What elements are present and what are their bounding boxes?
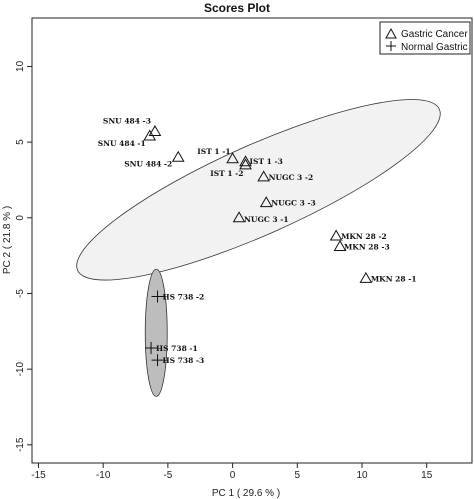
triangle-marker (329, 229, 343, 241)
plot-frame (31, 17, 473, 464)
plus-marker (145, 341, 158, 354)
data-points: SNU 484 -3 SNU 484 -1 SNU 484 -2 IST 1 -1 IS… (98, 117, 417, 367)
point-label: MKN 28 -1 (371, 274, 417, 283)
triangle-marker (148, 125, 162, 137)
chart-title: Scores Plot (204, 1, 270, 15)
point-label: NUGC 3 -2 (269, 173, 314, 182)
legend-triangle-marker (385, 27, 397, 39)
plus-marker (151, 290, 164, 303)
y-tick-label: -5 (15, 289, 26, 298)
triangle-marker (171, 150, 185, 162)
y-tick-label: 5 (15, 139, 26, 145)
y-tick-label: 0 (15, 215, 26, 221)
x-tick-label: 0 (230, 470, 236, 481)
point-label: MKN 28 -2 (341, 232, 387, 241)
y-tick-label: 10 (15, 60, 26, 72)
triangle-marker (232, 211, 246, 223)
legend-label-normal-gastric: Normal Gastric (401, 42, 468, 53)
triangle-marker (359, 271, 373, 283)
triangle-marker (259, 196, 273, 208)
point-label: HS 738 -3 (163, 356, 205, 365)
point-label: NUGC 3 -3 (271, 199, 316, 208)
point-label: SNU 484 -2 (124, 159, 172, 168)
confidence-ellipses (76, 99, 441, 397)
triangle-marker (257, 170, 271, 182)
y-tick-label: -10 (15, 361, 26, 376)
confidence-ellipse-gastric-cancer (76, 99, 441, 281)
point-label: SNU 484 -1 (98, 139, 146, 148)
point-label: MKN 28 -3 (344, 243, 390, 252)
legend-plus-marker (386, 41, 396, 51)
x-tick-label: -5 (163, 470, 172, 481)
point-label: IST 1 -2 (210, 169, 243, 178)
legend: Gastric Cancer Normal Gastric (379, 21, 471, 55)
x-axis-label: PC 1 ( 29.6 % ) (212, 488, 280, 499)
x-tick-label: 10 (356, 470, 368, 481)
triangle-marker (333, 240, 347, 252)
triangle-marker (226, 152, 239, 164)
point-label: HS 738 -2 (163, 293, 205, 302)
point-label: SNU 484 -3 (103, 117, 151, 126)
point-label: IST 1 -1 (197, 147, 230, 156)
triangle-marker (143, 129, 157, 141)
y-tick-label: -15 (15, 437, 26, 452)
x-tick-label: -10 (96, 470, 111, 481)
confidence-ellipse-normal-gastric (144, 268, 168, 397)
point-label: IST 1 -3 (250, 157, 283, 166)
y-axis-label: PC 2 ( 21.8 % ) (2, 206, 13, 274)
legend-label-gastric-cancer: Gastric Cancer (401, 29, 468, 40)
plus-marker (151, 354, 164, 367)
x-tick-label: -15 (31, 470, 46, 481)
triangle-marker (239, 158, 252, 170)
x-tick-label: 15 (421, 470, 433, 481)
axis-ticks: -15 -10 -5 0 5 10 15 10 5 0 -5 -10 -15 (15, 60, 433, 481)
point-label: NUGC 3 -1 (244, 215, 289, 224)
triangle-marker (239, 155, 252, 167)
x-tick-label: 5 (295, 470, 301, 481)
point-label: HS 738 -1 (156, 344, 198, 353)
